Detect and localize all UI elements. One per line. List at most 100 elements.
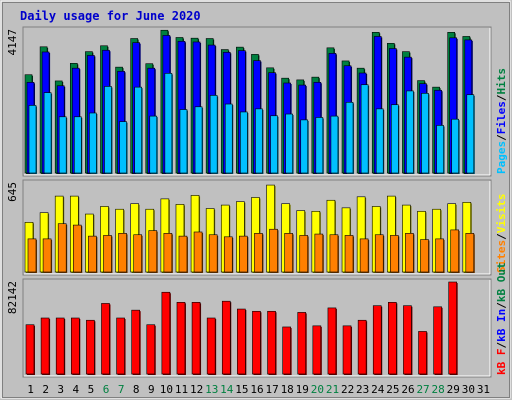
- bar: [240, 111, 248, 174]
- bar: [388, 302, 397, 375]
- bar: [448, 281, 458, 375]
- bar: [103, 235, 112, 273]
- y-max-label: 645: [6, 182, 19, 202]
- bar: [314, 233, 324, 273]
- bar: [282, 326, 291, 375]
- bar: [391, 104, 399, 174]
- bar: [239, 235, 248, 273]
- bar: [163, 233, 173, 273]
- x-tick-label: 22: [341, 383, 354, 396]
- legend-entry: kB F: [495, 349, 508, 376]
- x-tick-label: 23: [356, 383, 369, 396]
- bar: [42, 238, 52, 273]
- bar: [435, 238, 444, 273]
- bar: [86, 319, 95, 375]
- panel-legend: Pages/Files/Hits: [495, 68, 508, 174]
- bar: [420, 239, 429, 273]
- x-tick-label: 25: [386, 383, 399, 396]
- chart-panels: 4147Pages/Files/Hits645Sites/Visits82142…: [6, 26, 508, 378]
- x-tick-label: 13: [205, 383, 218, 396]
- bar: [55, 317, 65, 375]
- bar: [237, 308, 246, 375]
- bar: [57, 223, 67, 273]
- legend-entry: /: [495, 233, 508, 240]
- bar: [312, 325, 322, 375]
- bar: [194, 106, 203, 174]
- bar: [131, 309, 140, 375]
- bar: [101, 303, 110, 375]
- x-tick-label: 17: [265, 383, 278, 396]
- x-tick-label: 21: [326, 383, 339, 396]
- bar: [28, 105, 37, 174]
- bar: [359, 238, 369, 273]
- x-tick-label: 5: [88, 383, 95, 396]
- x-tick-label: 20: [311, 383, 324, 396]
- bar: [221, 300, 231, 375]
- x-tick-label: 18: [281, 383, 294, 396]
- bar: [40, 317, 50, 375]
- bar: [146, 324, 156, 375]
- bar: [206, 317, 216, 375]
- legend-entry: /: [495, 302, 508, 309]
- legend-text: kB F/kB In/kB Out: [495, 262, 508, 375]
- x-tick-label: 11: [175, 383, 188, 396]
- bar: [43, 92, 52, 174]
- bar: [149, 115, 158, 174]
- bar: [89, 112, 97, 174]
- bar: [450, 229, 460, 273]
- bar: [119, 121, 127, 174]
- bar: [208, 234, 218, 273]
- x-tick-label: 14: [220, 383, 234, 396]
- bar: [345, 102, 354, 174]
- panel-1: 4147 Pages/Files/Hits: [6, 26, 508, 177]
- legend-text: Pages/Files/Hits: [495, 68, 508, 174]
- bar: [254, 233, 263, 273]
- x-tick-label: 15: [235, 383, 248, 396]
- x-tick-label: 31: [477, 383, 490, 396]
- bar: [148, 230, 158, 273]
- bar: [161, 291, 171, 375]
- y-max-label: 4147: [6, 29, 19, 56]
- panel-3: 82142 kB F/kB In/kB Out: [6, 262, 508, 378]
- bar: [224, 103, 233, 174]
- bar: [25, 324, 35, 375]
- x-tick-label: 27: [416, 383, 429, 396]
- bar: [433, 306, 442, 375]
- legend-entry: Pages: [495, 141, 508, 174]
- y-max-label: 82142: [6, 281, 19, 314]
- legend-entry: Visits: [495, 194, 508, 234]
- x-tick-label: 16: [250, 383, 263, 396]
- x-tick-label: 12: [190, 383, 203, 396]
- bar: [267, 310, 276, 375]
- bar: [285, 113, 293, 174]
- bar: [209, 95, 218, 174]
- bar: [252, 310, 261, 375]
- bar: [178, 235, 188, 273]
- bar: [421, 93, 429, 174]
- bar: [70, 317, 80, 375]
- x-tick-label: 26: [401, 383, 414, 396]
- legend-entry: /: [495, 134, 508, 141]
- bar: [418, 331, 427, 375]
- bar: [372, 305, 382, 375]
- bar: [329, 234, 339, 273]
- bar: [270, 115, 278, 174]
- x-tick-label: 28: [432, 383, 445, 396]
- bar: [451, 118, 460, 174]
- bar: [390, 235, 399, 273]
- legend-entry: Sites: [495, 240, 508, 273]
- legend-entry: /: [495, 342, 508, 349]
- x-tick-label: 19: [296, 383, 309, 396]
- bar: [297, 312, 307, 375]
- bar: [116, 317, 125, 375]
- bar: [118, 233, 127, 273]
- bar: [342, 325, 352, 375]
- bar: [88, 235, 97, 273]
- panel-legend: Sites/Visits: [495, 194, 508, 274]
- x-tick-label: 1: [27, 383, 34, 396]
- bar: [344, 235, 354, 273]
- bar: [465, 233, 475, 273]
- x-tick-label: 4: [73, 383, 80, 396]
- x-tick-label: 10: [160, 383, 173, 396]
- bar: [403, 305, 412, 375]
